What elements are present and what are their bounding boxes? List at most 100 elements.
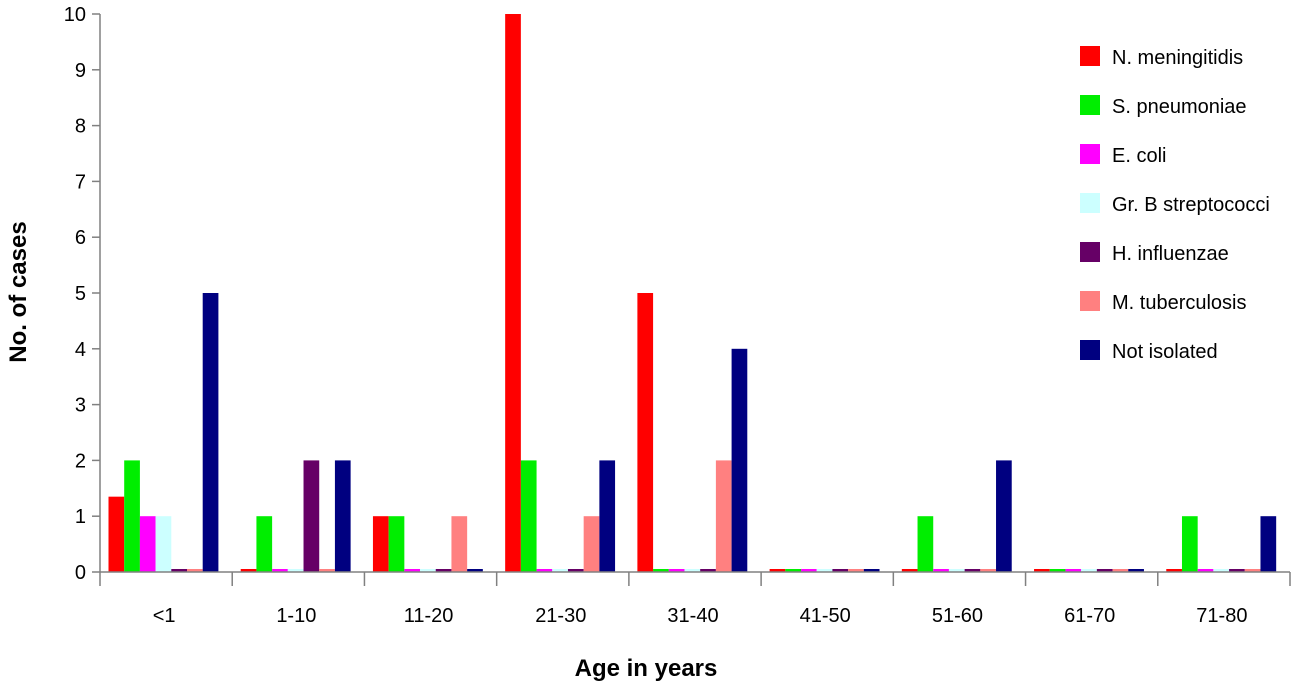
legend: N. meningitidis S. pneumoniae E. coli Gr. B… — [1080, 46, 1270, 363]
y-tick-label: 6 — [75, 227, 86, 249]
bar — [1213, 569, 1230, 572]
bar — [980, 569, 997, 572]
bar — [1128, 569, 1144, 572]
bar — [536, 569, 553, 572]
legend-swatch — [1080, 193, 1100, 213]
legend-swatch — [1080, 144, 1100, 164]
bar — [1181, 516, 1198, 572]
bar — [435, 569, 452, 572]
bar — [256, 516, 273, 572]
y-tick-label: 2 — [75, 450, 86, 472]
legend-label: M. tuberculosis — [1112, 292, 1247, 314]
bar — [1065, 569, 1082, 572]
y-tick-label: 5 — [75, 283, 86, 305]
y-tick-label: 0 — [75, 562, 86, 584]
bar — [731, 348, 748, 572]
bar — [505, 14, 521, 572]
legend-swatch — [1080, 242, 1100, 262]
bar — [964, 569, 981, 572]
x-tick-label: <1 — [153, 605, 176, 627]
bar — [700, 569, 716, 572]
x-axis-title: Age in years — [575, 655, 718, 682]
bar — [240, 569, 257, 572]
x-tick-label: 51-60 — [932, 605, 983, 627]
bar — [1166, 569, 1182, 572]
bar — [108, 496, 125, 572]
x-tick-label: 1-10 — [276, 605, 316, 627]
bar — [832, 569, 849, 572]
bar — [1197, 569, 1214, 572]
x-tick-label: 41-50 — [800, 605, 851, 627]
legend-label: Gr. B streptococci — [1112, 194, 1270, 216]
bar — [287, 569, 304, 572]
y-tick-label: 8 — [75, 116, 86, 138]
x-tick-label: 71-80 — [1196, 605, 1247, 627]
bar — [334, 460, 351, 572]
legend-label: H. influenzae — [1112, 243, 1229, 265]
legend-swatch — [1080, 291, 1100, 311]
bar — [848, 569, 864, 572]
y-tick-label: 9 — [75, 60, 86, 82]
bar — [863, 569, 880, 572]
bar — [404, 569, 421, 572]
bar — [1112, 569, 1129, 572]
bar — [1229, 569, 1245, 572]
bar — [1244, 569, 1261, 572]
bar — [583, 516, 600, 572]
bar — [1260, 516, 1277, 572]
bar — [420, 569, 436, 572]
bar — [801, 569, 817, 572]
legend-swatch — [1080, 340, 1100, 360]
legend-label: S. pneumoniae — [1112, 96, 1247, 118]
bar — [372, 516, 389, 572]
x-tick-label: 21-30 — [535, 605, 586, 627]
bar — [599, 460, 616, 572]
bar — [124, 460, 140, 572]
bar — [139, 516, 156, 572]
bar — [933, 569, 949, 572]
bar — [1081, 569, 1097, 572]
bar — [637, 293, 654, 572]
x-axis-ticks: <1 1-10 11-20 21-30 31-40 41-50 51-60 61-70 71-8… — [99, 572, 1291, 627]
legend-label: E. coli — [1112, 145, 1166, 167]
bar — [520, 460, 537, 572]
bar — [1034, 569, 1050, 572]
bar — [948, 569, 965, 572]
bar — [653, 569, 669, 572]
bar — [319, 569, 335, 572]
bar — [1096, 569, 1113, 572]
bar — [451, 516, 468, 572]
bar — [996, 460, 1012, 572]
bars — [108, 14, 1277, 572]
bar — [171, 569, 187, 572]
y-tick-label: 10 — [64, 4, 86, 26]
y-tick-label: 7 — [75, 171, 86, 193]
bar — [552, 569, 568, 572]
bar — [155, 516, 172, 572]
bar — [567, 569, 584, 572]
bar — [769, 569, 786, 572]
bar — [668, 569, 685, 572]
x-tick-label: 61-70 — [1064, 605, 1115, 627]
y-tick-label: 3 — [75, 395, 86, 417]
bar — [684, 569, 701, 572]
bar — [303, 460, 320, 572]
y-tick-label: 4 — [75, 339, 86, 361]
x-tick-label: 11-20 — [404, 605, 454, 627]
legend-label: Not isolated — [1112, 341, 1218, 363]
bar — [715, 460, 732, 572]
bar — [388, 516, 405, 572]
bar — [467, 569, 483, 572]
legend-swatch — [1080, 46, 1100, 66]
bar — [917, 516, 934, 572]
bar — [202, 293, 219, 572]
bar — [1049, 569, 1066, 572]
x-tick-label: 31-40 — [667, 605, 718, 627]
bar — [816, 569, 833, 572]
bar — [272, 569, 288, 572]
y-tick-label: 1 — [75, 506, 86, 528]
bar — [785, 569, 802, 572]
bar — [901, 569, 918, 572]
legend-swatch — [1080, 95, 1100, 115]
